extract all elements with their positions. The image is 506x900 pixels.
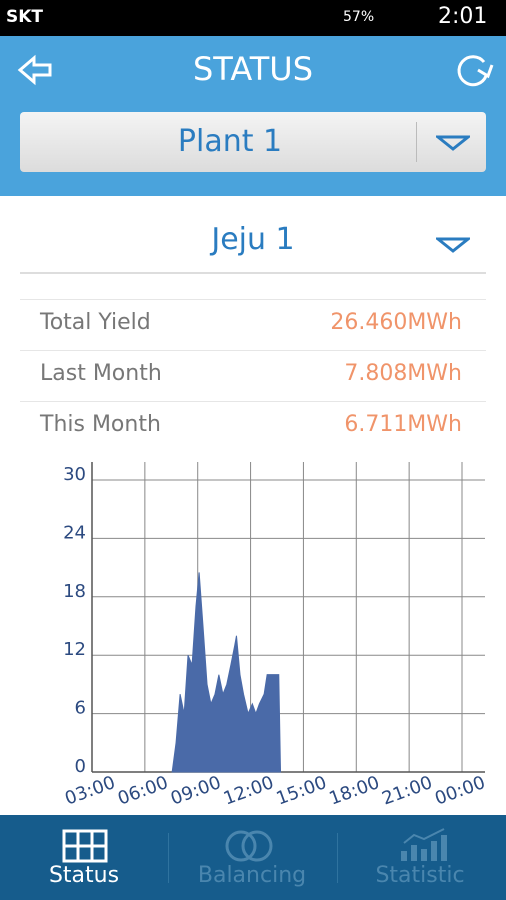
- stat-label: This Month: [40, 412, 161, 437]
- stat-row: Last Month 7.808MWh: [20, 350, 486, 401]
- y-tick-label: 18: [63, 581, 86, 602]
- x-tick-label: 21:00: [379, 772, 435, 809]
- site-name: Jeju 1: [211, 222, 295, 257]
- nav-tab[interactable]: Statistic: [375, 863, 465, 888]
- balancing-icon: [225, 830, 273, 862]
- nav-tab[interactable]: Balancing: [197, 863, 307, 888]
- x-tick-label: 12:00: [221, 772, 277, 809]
- header: STATUS Plant 1: [0, 36, 506, 196]
- stat-row: This Month 6.711MWh: [20, 401, 486, 452]
- x-tick-label: 03:00: [62, 772, 118, 809]
- statistic-icon: [401, 828, 447, 861]
- x-tick-label: 06:00: [115, 772, 171, 809]
- stat-value: 7.808MWh: [344, 361, 462, 386]
- stat-value: 6.711MWh: [344, 412, 462, 437]
- nav-tab[interactable]: Status: [48, 863, 120, 888]
- stat-label: Total Yield: [40, 310, 151, 335]
- stat-label: Last Month: [40, 361, 162, 386]
- dropdown-arrow: [436, 237, 470, 253]
- y-tick-label: 30: [63, 464, 86, 485]
- stat-row: Total Yield 26.460MWh: [20, 299, 486, 350]
- x-tick-label: 00:00: [432, 772, 488, 809]
- x-tick-label: 09:00: [168, 772, 224, 809]
- page-title: STATUS: [192, 50, 314, 88]
- dropdown-arrow: [436, 135, 470, 151]
- chart: 0 6 12 18 24 30 03:0006:0009:0012:0015:0018:00…: [62, 462, 488, 810]
- clock: 2:01: [438, 4, 488, 29]
- y-tick-label: 24: [63, 522, 86, 543]
- y-tick-label: 0: [75, 756, 86, 777]
- status-bar: SKT 57% 2:01: [0, 0, 506, 36]
- y-tick-label: 12: [63, 639, 86, 660]
- back-button[interactable]: [16, 52, 56, 88]
- bottom-nav: Status Balancing Statistic: [0, 815, 506, 900]
- plant-name: Plant 1: [177, 124, 283, 159]
- x-tick-label: 15:00: [274, 772, 330, 809]
- stat-value: 26.460MWh: [330, 310, 462, 335]
- y-tick-label: 6: [75, 698, 86, 719]
- area: [171, 572, 282, 773]
- carrier: SKT: [6, 7, 44, 27]
- status-icon: [62, 829, 108, 863]
- site-dropdown[interactable]: Jeju 1: [20, 200, 486, 274]
- battery: 57%: [343, 9, 375, 25]
- plant-dropdown[interactable]: Plant 1: [20, 112, 486, 172]
- refresh-button[interactable]: [452, 50, 494, 90]
- x-tick-label: 18:00: [326, 772, 382, 809]
